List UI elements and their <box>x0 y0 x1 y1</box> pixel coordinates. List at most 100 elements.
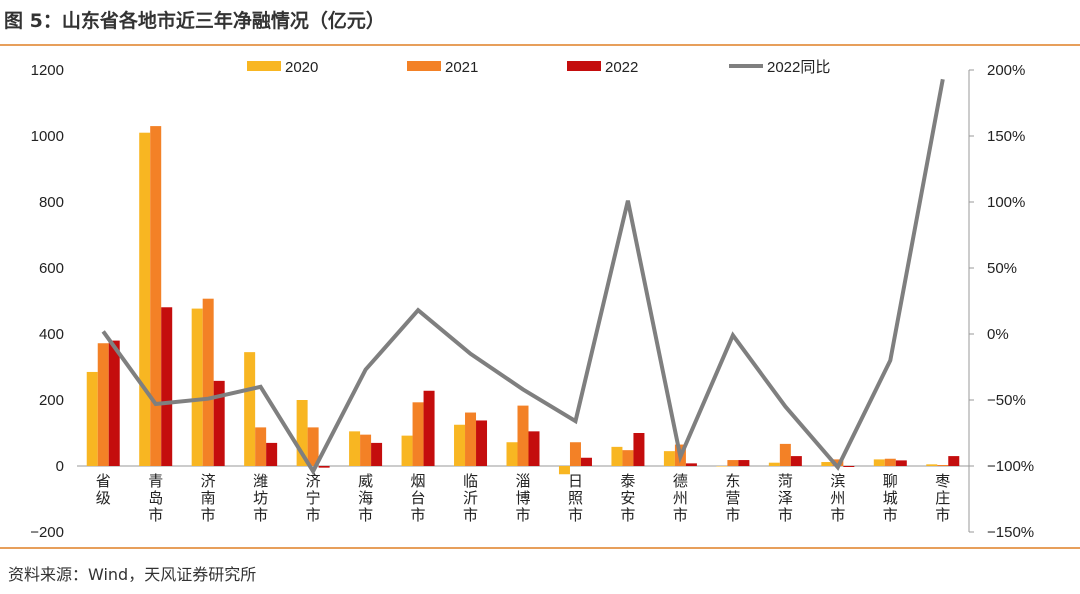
bar-2020-2 <box>191 308 203 466</box>
bar-2022-1 <box>161 307 173 466</box>
bar-2022-9 <box>580 457 592 466</box>
bar-2021-9 <box>569 442 581 466</box>
x-tick-label: 日照市 <box>568 473 583 524</box>
y-tick-label-left: 400 <box>39 326 64 343</box>
yoy-line <box>101 78 945 476</box>
x-axis-labels: 省级 青岛市 济南市 潍坊市 济宁市 威海市 烟台市 临沂市 淄博市 日照市 泰安市 德州市 东营市 菏泽… <box>96 472 951 524</box>
bar-2020-5 <box>349 431 361 466</box>
bar-2020-11 <box>663 451 675 466</box>
bar-2021-3 <box>255 427 267 466</box>
y-tick-label-right: 200% <box>987 62 1025 79</box>
bar-2021-12 <box>727 460 739 466</box>
bar-2020-14 <box>821 462 833 466</box>
source-divider <box>0 547 1080 549</box>
bar-2020-6 <box>401 435 413 466</box>
y-tick-label-left: 1200 <box>31 62 64 79</box>
bar-2022-2 <box>213 380 225 466</box>
bar-2020-16 <box>926 464 938 466</box>
legend-label: 2021 <box>445 59 478 76</box>
x-tick-label: 枣庄市 <box>935 473 950 524</box>
y-tick-label-right: −150% <box>987 524 1034 541</box>
bar-2021-2 <box>202 298 214 466</box>
bar-2021-5 <box>360 434 372 466</box>
bar-2021-15 <box>884 458 896 466</box>
y-tick-label-right: 50% <box>987 260 1017 277</box>
bar-2020-15 <box>873 459 885 466</box>
bar-2022-5 <box>371 442 383 466</box>
y-axis-right: −150% −100% −50% 0% 50% 100% 150% 200% <box>968 62 1034 541</box>
bar-2020-4 <box>296 400 308 466</box>
x-tick-label: 聊城市 <box>883 473 898 524</box>
bar-2022-6 <box>423 390 435 466</box>
bar-2022-13 <box>790 456 802 466</box>
legend-label: 2022同比 <box>767 59 830 76</box>
x-tick-label: 省级 <box>96 473 111 507</box>
bar-2020-13 <box>768 462 780 466</box>
y-tick-label-left: 800 <box>39 194 64 211</box>
x-tick-label: 临沂市 <box>463 473 478 524</box>
x-tick-label: 东营市 <box>725 473 740 524</box>
bar-2022-7 <box>476 420 488 466</box>
bar-2021-6 <box>412 402 424 466</box>
bar-2021-16 <box>937 465 949 466</box>
chart-title: 图 5：山东省各地市近三年净融情况（亿元） <box>4 10 385 32</box>
legend-swatch-2022 <box>567 61 601 71</box>
y-tick-label-left: 0 <box>56 458 64 475</box>
bar-series <box>86 126 960 475</box>
bar-2022-15 <box>895 460 907 466</box>
legend: 2020 2021 2022 2022同比 <box>247 59 830 76</box>
bar-2022-0 <box>108 340 120 466</box>
bar-2020-10 <box>611 446 623 466</box>
x-tick-label: 青岛市 <box>148 473 163 524</box>
x-tick-label: 淄博市 <box>515 473 530 524</box>
y-tick-label-right: 100% <box>987 194 1025 211</box>
bar-2022-11 <box>685 463 697 466</box>
bar-2020-9 <box>558 466 570 475</box>
bar-2020-12 <box>716 466 728 467</box>
x-tick-label: 济宁市 <box>306 473 321 524</box>
bar-2022-10 <box>633 433 645 466</box>
bar-2022-12 <box>738 460 750 466</box>
x-tick-label: 菏泽市 <box>778 473 793 524</box>
legend-swatch-2020 <box>247 61 281 71</box>
bar-2021-10 <box>622 450 634 466</box>
x-tick-label: 烟台市 <box>411 473 426 524</box>
bar-2020-8 <box>506 442 518 466</box>
legend-label: 2020 <box>285 59 318 76</box>
bar-2021-13 <box>779 443 791 466</box>
bar-2020-3 <box>244 352 256 466</box>
y-tick-label-right: 150% <box>987 128 1025 145</box>
bar-2021-7 <box>465 412 477 466</box>
y-tick-label-right: 0% <box>987 326 1009 343</box>
y-axis-left: −200 0 200 400 600 800 1000 1200 <box>30 62 64 541</box>
legend-swatch-2021 <box>407 61 441 71</box>
y-tick-label-left: 200 <box>39 392 64 409</box>
yoy-line-series <box>101 78 945 476</box>
bar-2021-0 <box>97 343 109 466</box>
y-tick-label-left: −200 <box>30 524 64 541</box>
y-tick-label-right: −50% <box>987 392 1026 409</box>
legend-label: 2022 <box>605 59 638 76</box>
bar-2022-3 <box>266 442 278 466</box>
y-tick-label-left: 600 <box>39 260 64 277</box>
x-tick-label: 威海市 <box>358 473 373 524</box>
x-tick-label: 泰安市 <box>620 473 635 524</box>
bar-2021-14 <box>832 459 844 466</box>
x-tick-label: 滨州市 <box>830 473 845 524</box>
bar-2021-4 <box>307 427 319 466</box>
bar-2022-16 <box>948 456 960 466</box>
bar-2022-4 <box>318 466 330 468</box>
bar-2020-0 <box>86 371 98 466</box>
x-tick-label: 德州市 <box>673 472 688 524</box>
y-tick-label-right: −100% <box>987 458 1034 475</box>
bar-2022-8 <box>528 431 540 466</box>
bar-2021-1 <box>150 126 162 466</box>
y-tick-label-left: 1000 <box>31 128 64 145</box>
bar-2020-1 <box>139 132 151 466</box>
source-note: 资料来源：Wind，天风证券研究所 <box>8 565 257 584</box>
bar-2021-8 <box>517 405 529 466</box>
title-divider <box>0 44 1080 46</box>
x-tick-label: 潍坊市 <box>253 473 268 524</box>
chart: −200 0 200 400 600 800 1000 1200 −150% −100% −50%… <box>30 59 1034 541</box>
bar-2022-14 <box>843 466 855 467</box>
